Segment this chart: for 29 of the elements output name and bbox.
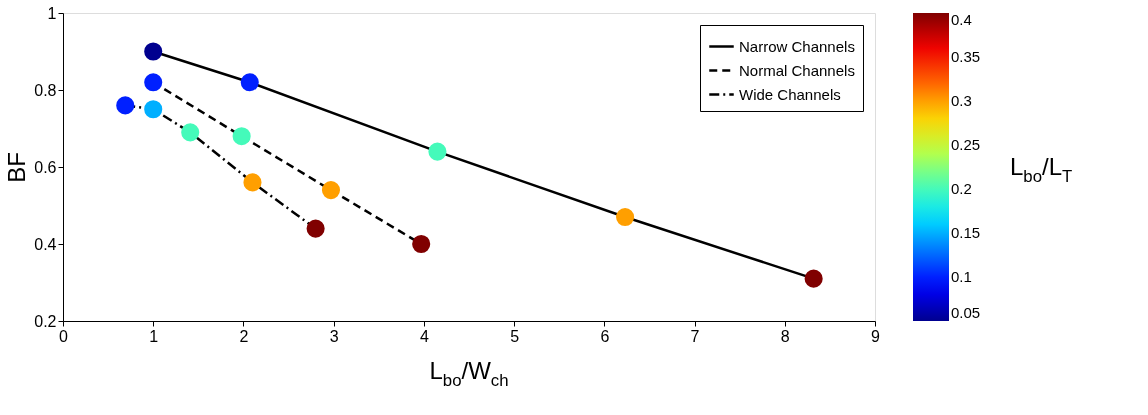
color-bar-label: 0.15 [951, 224, 981, 241]
x-tick-label: 1 [149, 327, 159, 345]
point [144, 42, 163, 61]
color-bar-label: 0.05 [951, 304, 981, 321]
color-bar-label: 0.1 [951, 268, 972, 285]
x-tick-label: 5 [510, 327, 520, 345]
y-axis-title: BF [3, 152, 31, 183]
x-tick-label: 2 [239, 327, 249, 345]
legend-label: Narrow Channels [739, 37, 855, 55]
y-tick-label: 0.8 [34, 81, 57, 99]
y-tick-label: 1 [47, 4, 57, 22]
color-bar-label: 0.4 [951, 11, 972, 28]
x-tick-label: 4 [419, 327, 429, 345]
x-tick-label: 7 [690, 327, 700, 345]
point [144, 100, 163, 119]
legend-label: Normal Channels [739, 61, 855, 79]
x-tick-label: 0 [59, 327, 69, 345]
color-bar-label: 0.3 [951, 92, 972, 109]
x-tick-label: 9 [871, 327, 881, 345]
y-tick-label: 0.4 [34, 235, 57, 253]
legend-label: Wide Channels [739, 85, 841, 103]
color-bar-label: 0.25 [951, 136, 981, 153]
y-tick-label: 0.6 [34, 158, 57, 176]
color-bar-label: 0.2 [951, 180, 972, 197]
y-tick-label: 0.2 [34, 312, 57, 330]
x-tick-label: 8 [780, 327, 790, 345]
x-tick-label: 3 [329, 327, 339, 345]
color-bar-label: 0.35 [951, 48, 981, 65]
x-tick-label: 6 [600, 327, 610, 345]
